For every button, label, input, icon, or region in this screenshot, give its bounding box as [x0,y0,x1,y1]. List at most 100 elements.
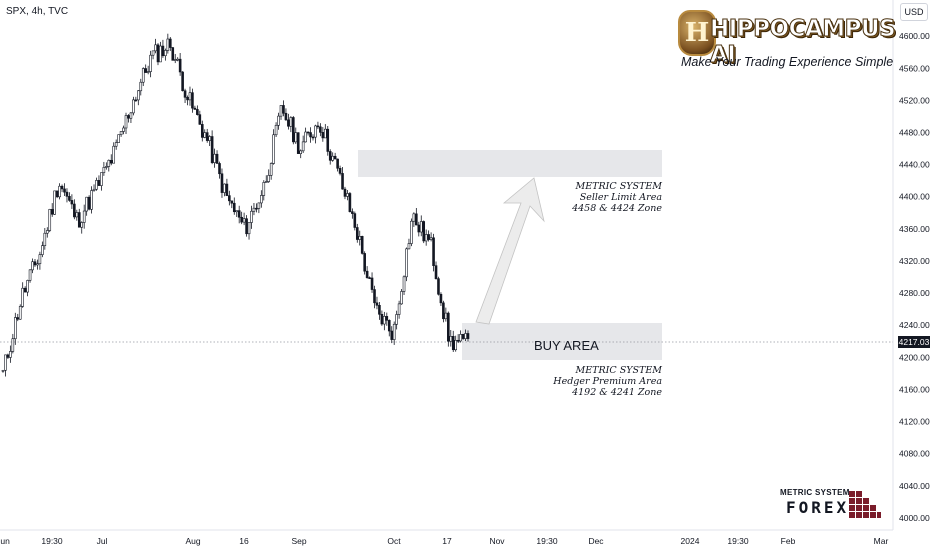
candle-body [264,181,268,183]
candle-body [338,167,342,174]
candle-body [154,44,157,52]
candle-body [198,114,202,125]
candle-body [255,207,258,210]
candle-body [466,333,470,339]
candle-body [252,207,256,212]
candle-body [85,196,88,212]
candle-body [191,92,194,109]
candle-body [346,193,349,197]
tagline: Make Your Trading Experience Simple [681,55,894,69]
time-tick-label: Nov [489,536,505,546]
metric-system-forex-logo: METRIC SYSTEM FOREX [780,488,890,520]
candle-body [262,182,266,196]
candle-body [245,218,248,235]
candle-body [380,314,384,325]
candle-body [444,312,448,320]
candle-body [296,132,300,154]
price-tick-label: 4080.00 [899,449,930,459]
time-axis: Jun 19:30 Jul Aug 16 Sep Oct 17 Nov 19:30 Dec 2024 1… [0,536,888,546]
candle-body [432,237,435,266]
candle-body [429,237,433,240]
candle-body [292,117,295,143]
candle-body [439,293,443,304]
price-tick-label: 4520.00 [899,95,930,105]
projection-arrow [475,177,545,325]
candle-body [331,155,334,161]
candle-body [107,159,111,167]
logo-text: HIPPOCAMPUS AI [709,16,896,69]
candle-body [449,336,453,342]
buyer-zone-line1: METRIC SYSTEM [575,365,662,376]
candle-body [365,270,369,278]
candle-body [294,132,298,143]
time-tick-label: 19:30 [41,536,63,546]
candle-body [97,180,101,186]
candle-body [311,136,315,139]
candle-body [181,71,184,92]
time-tick-label: Feb [781,536,796,546]
candle-body [447,312,450,342]
candle-body [314,125,317,138]
candle-body [415,213,418,226]
candle-body [319,126,322,133]
price-tick-label: 4560.00 [899,63,930,73]
candle-body [50,209,54,215]
candle-body [100,172,103,186]
seller-zone-line2: Seller Limit Area [579,192,662,203]
staircase-bars-icon [849,491,881,518]
candle-body [336,158,339,169]
symbol-label[interactable]: SPX, 4h, TVC [6,6,69,17]
candle-body [228,195,231,202]
candle-body [28,269,32,281]
current-price-tag: 4217.03 [898,336,930,348]
candle-body [400,291,403,305]
seller-zone-line1: METRIC SYSTEM [575,181,662,192]
time-tick-label: 2024 [681,536,700,546]
candle-body [144,68,147,73]
candle-body [87,196,91,210]
price-tick-label: 4360.00 [899,224,930,234]
price-axis: 4600.00 4560.00 4520.00 4480.00 4440.00 4400.… [899,31,930,523]
currency-selector[interactable]: USD [900,3,928,21]
candle-body [373,289,376,304]
candle-body [304,131,307,143]
seller-zone-note: METRIC SYSTEM Seller Limit Area 4458 & 4… [502,181,662,214]
candle-body [321,132,325,139]
candle-body [360,236,364,254]
candle-body [124,115,128,129]
candle-body [36,263,39,266]
candle-body [405,248,408,278]
candle-body [60,185,64,190]
candle-body [70,200,74,205]
candle-body [267,175,271,182]
candle-body [424,234,428,242]
candle-body [55,190,59,198]
candle-body [247,222,251,235]
time-tick-label: 16 [239,536,249,546]
candle-body [38,254,42,265]
candle-body [45,230,49,234]
candle-body [127,115,130,119]
candle-body [250,210,253,223]
candle-body [410,220,413,244]
candle-body [119,131,123,135]
candle-body [9,351,12,358]
candle-body [129,112,133,119]
time-tick-label: Aug [185,536,200,546]
candle-body [459,334,462,342]
price-tick-label: 4160.00 [899,384,930,394]
candle-body [289,117,293,127]
candle-body [114,142,118,147]
candle-body [301,141,305,152]
candle-body [375,302,379,306]
candle-body [210,136,214,163]
candle-body [328,151,332,161]
price-tick-label: 4200.00 [899,352,930,362]
price-tick-label: 4240.00 [899,320,930,330]
candle-body [11,338,15,352]
price-tick-label: 4320.00 [899,256,930,266]
candle-body [272,134,275,164]
seller-limit-zone [358,150,662,177]
candle-body [351,211,354,214]
